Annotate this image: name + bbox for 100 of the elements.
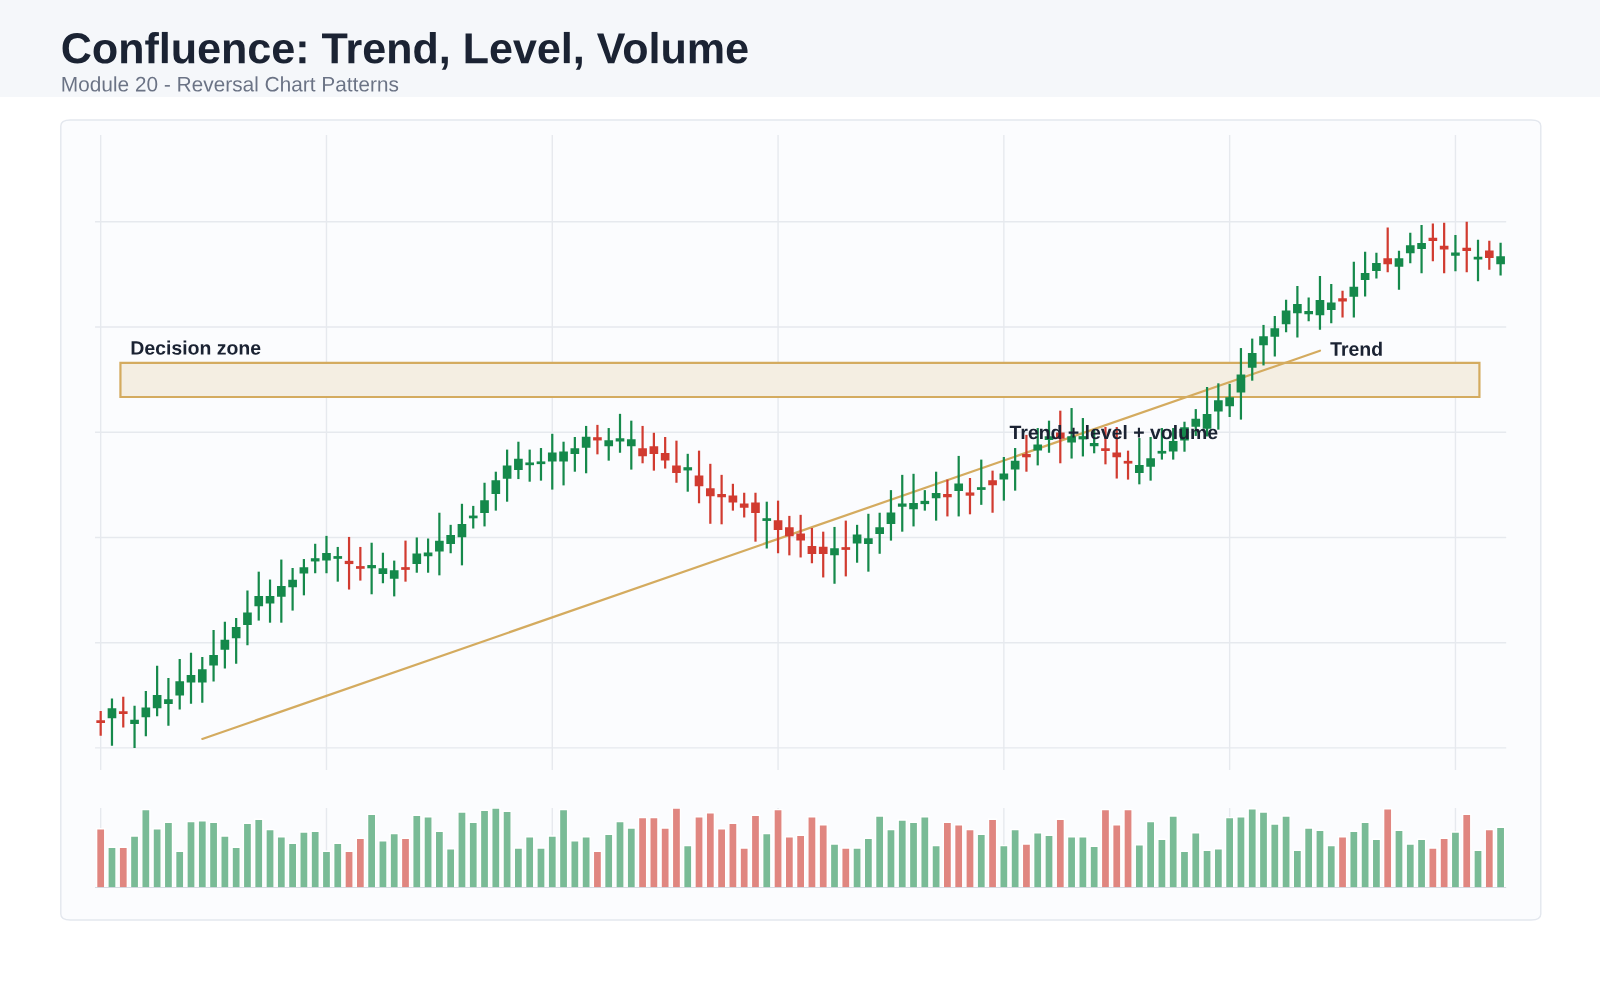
bar [265, 828, 275, 888]
candlestick [705, 462, 715, 525]
candlestick [830, 525, 839, 585]
bar [1100, 808, 1111, 888]
candlestick [638, 424, 647, 465]
candlestick [288, 566, 297, 612]
candlestick [1394, 249, 1404, 291]
candlestick [773, 499, 783, 555]
candlestick [1496, 241, 1505, 277]
bar [445, 848, 456, 888]
candlestick [356, 545, 365, 582]
bar [1213, 848, 1224, 888]
candlestick [547, 432, 557, 491]
candlestick [197, 655, 207, 704]
bar [705, 812, 716, 888]
candlestick [626, 419, 636, 471]
candlestick [886, 489, 896, 542]
candlestick [446, 523, 455, 555]
bar [750, 814, 761, 888]
candlestick [954, 454, 964, 518]
bar [1224, 816, 1235, 888]
bar [287, 842, 298, 888]
candlestick [604, 426, 614, 462]
candlestick [96, 709, 106, 737]
bar [976, 833, 987, 888]
bar [1461, 813, 1472, 888]
bar [118, 846, 129, 888]
candlestick [920, 489, 930, 512]
candlestick [649, 431, 659, 472]
candlestick [220, 620, 230, 670]
candlestick [1462, 220, 1472, 274]
candlestick [1304, 296, 1314, 323]
bar [942, 821, 953, 888]
candlestick [175, 657, 185, 711]
bar [626, 827, 637, 888]
bar [863, 837, 874, 888]
candlestick [1326, 282, 1336, 325]
bar [400, 837, 411, 888]
bar [1484, 828, 1495, 888]
bar [795, 834, 806, 888]
series-label: Trend [1330, 341, 1382, 356]
candlestick [514, 440, 523, 481]
candlestick [412, 536, 422, 574]
candlestick [785, 514, 794, 557]
bar [637, 816, 648, 888]
candlestick [243, 589, 252, 647]
candlestick [299, 557, 309, 597]
candlestick [401, 539, 410, 583]
candlestick [502, 448, 512, 503]
candlestick [875, 511, 885, 555]
candlestick [186, 651, 196, 705]
bar [1394, 829, 1404, 888]
candlestick [525, 448, 535, 483]
candlestick [897, 473, 907, 533]
candlestick [1417, 223, 1426, 275]
candlestick [728, 482, 738, 512]
candlestick [762, 500, 772, 550]
bar [1371, 838, 1382, 888]
candlestick [457, 502, 467, 567]
candlestick [423, 537, 433, 574]
bar [95, 828, 106, 888]
bar [1416, 838, 1427, 888]
bar [1179, 850, 1190, 888]
bar [547, 835, 558, 888]
candlestick [570, 435, 580, 473]
candlestick [1293, 284, 1302, 339]
bar [615, 820, 625, 888]
chart-subtitle: Module 20 - Reversal Chart Patterns [62, 76, 399, 92]
candlestick [265, 578, 275, 624]
candlestick [1451, 233, 1460, 273]
candlestick [1281, 298, 1291, 334]
bar [366, 813, 377, 888]
candlestick [1383, 226, 1393, 274]
candlestick [909, 472, 918, 528]
bar [987, 818, 998, 888]
candlestick [1338, 289, 1347, 319]
candlestick [1349, 260, 1359, 319]
candlestick [1225, 382, 1234, 419]
chart-title: Confluence: Trend, Level, Volume [62, 31, 748, 70]
bar [558, 808, 569, 888]
candlestick [672, 439, 681, 484]
bar [355, 837, 366, 888]
candlestick [999, 455, 1009, 502]
candlestick [1360, 250, 1370, 298]
candlestick [1405, 231, 1415, 265]
candlestick [107, 697, 117, 747]
bar [1258, 811, 1269, 888]
candlestick [976, 458, 986, 506]
bar [1032, 832, 1043, 888]
bar [129, 835, 140, 888]
candlestick [593, 423, 602, 456]
candlestick [322, 534, 331, 575]
bar [1450, 831, 1461, 888]
candlestick [559, 440, 568, 487]
bar [163, 821, 174, 888]
candlestick [231, 616, 241, 665]
candlestick [1236, 346, 1246, 421]
bar [1405, 843, 1416, 888]
candlestick [1372, 251, 1381, 280]
bar [603, 833, 614, 888]
